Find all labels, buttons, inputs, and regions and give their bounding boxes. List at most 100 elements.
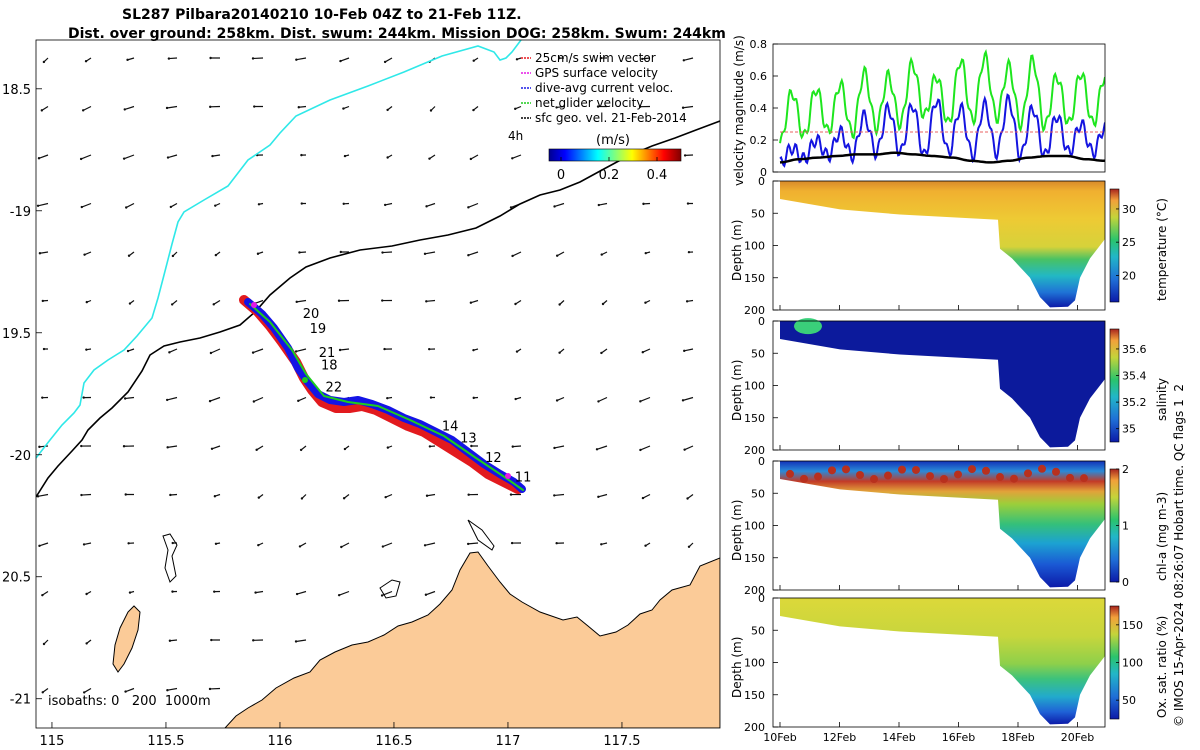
velocity-vector-head (127, 542, 130, 545)
velocity-vector-head (428, 157, 431, 160)
velocity-vector (81, 493, 92, 496)
velocity-vector (556, 251, 565, 257)
velocity-vector-head (40, 109, 44, 112)
velocity-vector (255, 590, 264, 594)
velocity-vector (298, 396, 307, 402)
velocity-vector-head (509, 206, 513, 209)
velocity-vector-head (515, 350, 519, 353)
section-colorbar-label: Ox. sat. ratio (%) (1155, 616, 1169, 718)
map-x-tick-label: 117 (496, 734, 521, 749)
track-day-label: 18 (321, 358, 338, 373)
velocity-vector-head (213, 590, 216, 593)
velocity-vector-head (256, 252, 260, 255)
velocity-vector (209, 396, 221, 402)
velocity-vector (166, 105, 178, 109)
velocity-vector-head (295, 592, 299, 596)
velocity-vector-head (467, 493, 470, 496)
velocity-vector (426, 299, 436, 302)
velocity-vector (684, 348, 694, 352)
velocity-vector-head (123, 108, 126, 111)
velocity-vector (470, 299, 479, 304)
velocity-vector (341, 542, 350, 548)
section-panel: 0 50 100 150 200 Depth (m) 30 25 20 temperature (… (730, 175, 1169, 317)
velocity-vector-head (252, 639, 255, 642)
velocity-vector (169, 348, 178, 353)
chl-max-blob (814, 472, 822, 481)
map-colorbar-label: (m/s) (596, 133, 630, 148)
velocity-vector (642, 348, 651, 353)
section-colorbar-label: salinity (1155, 378, 1169, 421)
section-y-tick-label: 0 (758, 175, 765, 188)
velocity-vector-head (83, 253, 86, 256)
velocity-vector-head (595, 448, 599, 451)
velocity-vector-head (644, 301, 647, 304)
velocity-vector-head (343, 447, 347, 451)
chl-max-blob (884, 471, 892, 480)
velocity-vector-head (209, 105, 212, 109)
velocity-vector (554, 445, 565, 449)
velocity-y-tick-label: 0.4 (750, 102, 768, 115)
velocity-vector (168, 57, 178, 60)
chl-max-blob (968, 465, 976, 474)
chl-max-blob (982, 466, 990, 475)
track-day-label: 11 (515, 471, 532, 486)
chl-max-blob (954, 470, 962, 479)
chl-max-blob (856, 471, 864, 480)
velocity-vector (296, 299, 307, 303)
velocity-vector-head (337, 299, 341, 302)
velocity-vector (212, 154, 221, 157)
map-x-tick-label: 117.5 (603, 734, 640, 749)
velocity-vector (426, 202, 436, 207)
velocity-vector-head (599, 56, 603, 60)
velocity-vector (124, 105, 135, 110)
velocity-vector-head (127, 254, 131, 257)
legend-entry-label: dive-avg current veloc. (535, 81, 673, 95)
velocity-vector-head (597, 203, 601, 207)
velocity-vector-head (467, 253, 470, 257)
velocity-vector-head (423, 252, 427, 256)
map-y-tick-label: 20.5 (2, 571, 31, 586)
velocity-vector (426, 493, 436, 497)
legend-entry-label: sfc geo. vel. 21-Feb-2014 (535, 111, 687, 125)
velocity-vector-head (213, 495, 217, 498)
velocity-vector (39, 542, 49, 547)
section-colorbar-tick-label: 35.4 (1122, 370, 1147, 383)
velocity-vector (125, 687, 135, 693)
velocity-vector-head (555, 106, 558, 109)
velocity-vector-head (555, 542, 558, 545)
velocity-vector-head (166, 446, 169, 449)
velocity-vector (382, 542, 393, 548)
velocity-vector-head (386, 396, 389, 400)
velocity-vector (684, 445, 694, 451)
map-x-tick-label: 115 (40, 734, 65, 749)
chl-max-blob (842, 465, 850, 474)
velocity-vector-head (514, 302, 517, 306)
velocity-vector-head (300, 497, 304, 500)
velocity-vector-head (122, 157, 126, 160)
velocity-vector-head (169, 493, 172, 497)
velocity-vector-head (683, 154, 687, 157)
section-panel: 0 50 100 150 200 Depth (m) 2 1 0 chl-a (mg m-3) (730, 455, 1169, 597)
velocity-vector-head (294, 350, 298, 353)
velocity-vector-head (639, 400, 642, 403)
map-title-line1: SL287 Pilbara20140210 10-Feb 04Z to 21-F… (122, 7, 522, 23)
velocity-vector-head (641, 57, 644, 61)
velocity-vector-head (428, 445, 432, 448)
velocity-vector-head (42, 642, 46, 646)
velocity-vector-head (123, 397, 127, 400)
velocity-vector (554, 493, 565, 497)
velocity-vector-head (124, 690, 127, 693)
map-panel: SL287 Pilbara20140210 10-Feb 04Z to 21-F… (2, 7, 726, 749)
velocity-vector-head (295, 300, 298, 304)
velocity-vector-head (683, 448, 686, 451)
section-y-tick-label: 0 (758, 315, 765, 328)
velocity-vector (554, 202, 565, 208)
velocity-vector-head (211, 154, 214, 158)
velocity-vector-head (128, 302, 132, 305)
velocity-vector-head (342, 497, 346, 500)
velocity-vector-head (210, 447, 214, 450)
velocity-vector (598, 202, 608, 206)
chl-max-blob (940, 474, 948, 483)
velocity-vector-head (168, 351, 171, 354)
